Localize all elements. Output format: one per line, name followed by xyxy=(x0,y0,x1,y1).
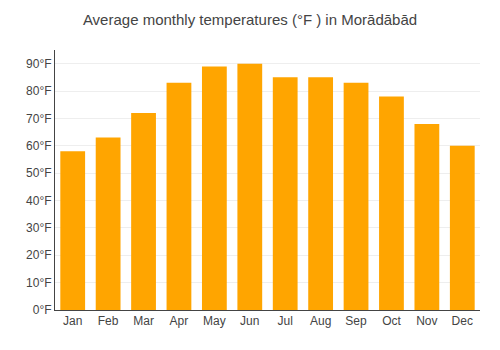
svg-text:Sep: Sep xyxy=(345,314,367,328)
svg-text:Aug: Aug xyxy=(310,314,331,328)
svg-text:Jul: Jul xyxy=(278,314,293,328)
svg-text:40°F: 40°F xyxy=(26,194,51,208)
svg-text:20°F: 20°F xyxy=(26,248,51,262)
svg-text:Feb: Feb xyxy=(98,314,119,328)
svg-text:Nov: Nov xyxy=(416,314,437,328)
svg-text:Jan: Jan xyxy=(63,314,82,328)
svg-text:10°F: 10°F xyxy=(26,276,51,290)
svg-text:Average monthly temperatures (: Average monthly temperatures (°F ) in Mo… xyxy=(83,11,417,28)
svg-text:80°F: 80°F xyxy=(26,84,51,98)
svg-text:30°F: 30°F xyxy=(26,221,51,235)
svg-text:60°F: 60°F xyxy=(26,139,51,153)
svg-text:Dec: Dec xyxy=(452,314,473,328)
svg-text:May: May xyxy=(203,314,226,328)
svg-text:Oct: Oct xyxy=(382,314,401,328)
svg-text:70°F: 70°F xyxy=(26,112,51,126)
svg-text:50°F: 50°F xyxy=(26,166,51,180)
svg-text:0°F: 0°F xyxy=(33,303,52,317)
svg-text:Apr: Apr xyxy=(170,314,189,328)
svg-text:Mar: Mar xyxy=(133,314,154,328)
svg-text:90°F: 90°F xyxy=(26,57,51,71)
svg-text:Jun: Jun xyxy=(240,314,259,328)
